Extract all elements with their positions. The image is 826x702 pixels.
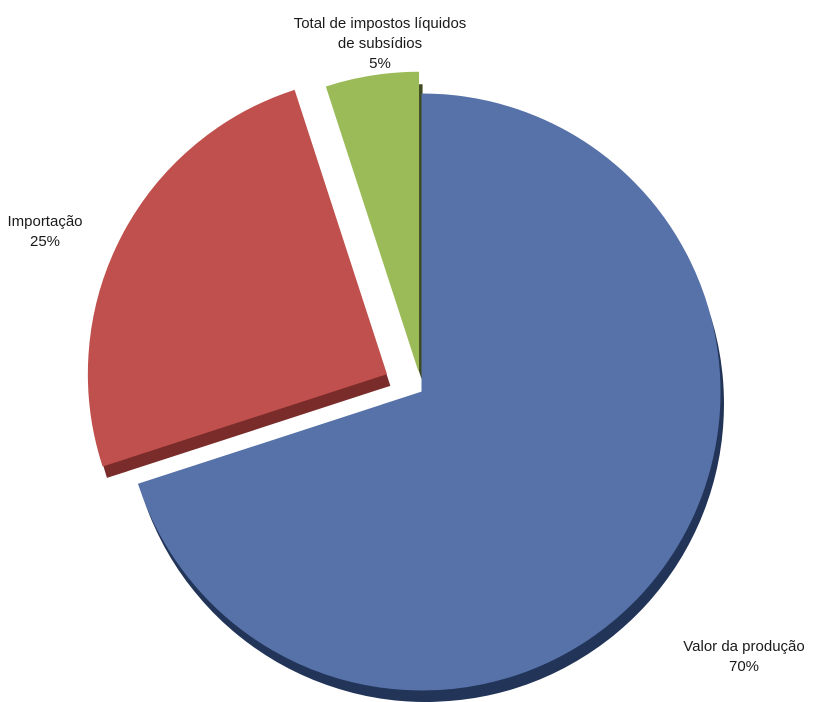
pie-slice-2 xyxy=(87,89,387,467)
slice-label-importacao: Importação 25% xyxy=(0,212,90,252)
pie-slice-1 xyxy=(137,93,721,691)
slice-label-valor-da-producao-value: 70% xyxy=(728,658,760,675)
slice-label-valor-da-producao-name: Valor da produção xyxy=(683,638,805,655)
slice-label-importacao-name: Importação xyxy=(7,213,83,230)
slice-label-total-de-impostos-name-line1: Total de impostos líquidos xyxy=(293,15,467,32)
slice-label-total-de-impostos-value: 5% xyxy=(369,55,391,72)
slice-label-importacao-value: 25% xyxy=(29,233,61,250)
slice-label-valor-da-producao: Valor da produção 70% xyxy=(664,637,824,677)
slices-layer xyxy=(87,71,725,702)
pie-slice-3 xyxy=(325,71,420,371)
slice-label-total-de-impostos-name-line2: de subsídios xyxy=(337,35,423,52)
slice-label-total-de-impostos: Total de impostos líquidos de subsídios … xyxy=(255,14,505,74)
